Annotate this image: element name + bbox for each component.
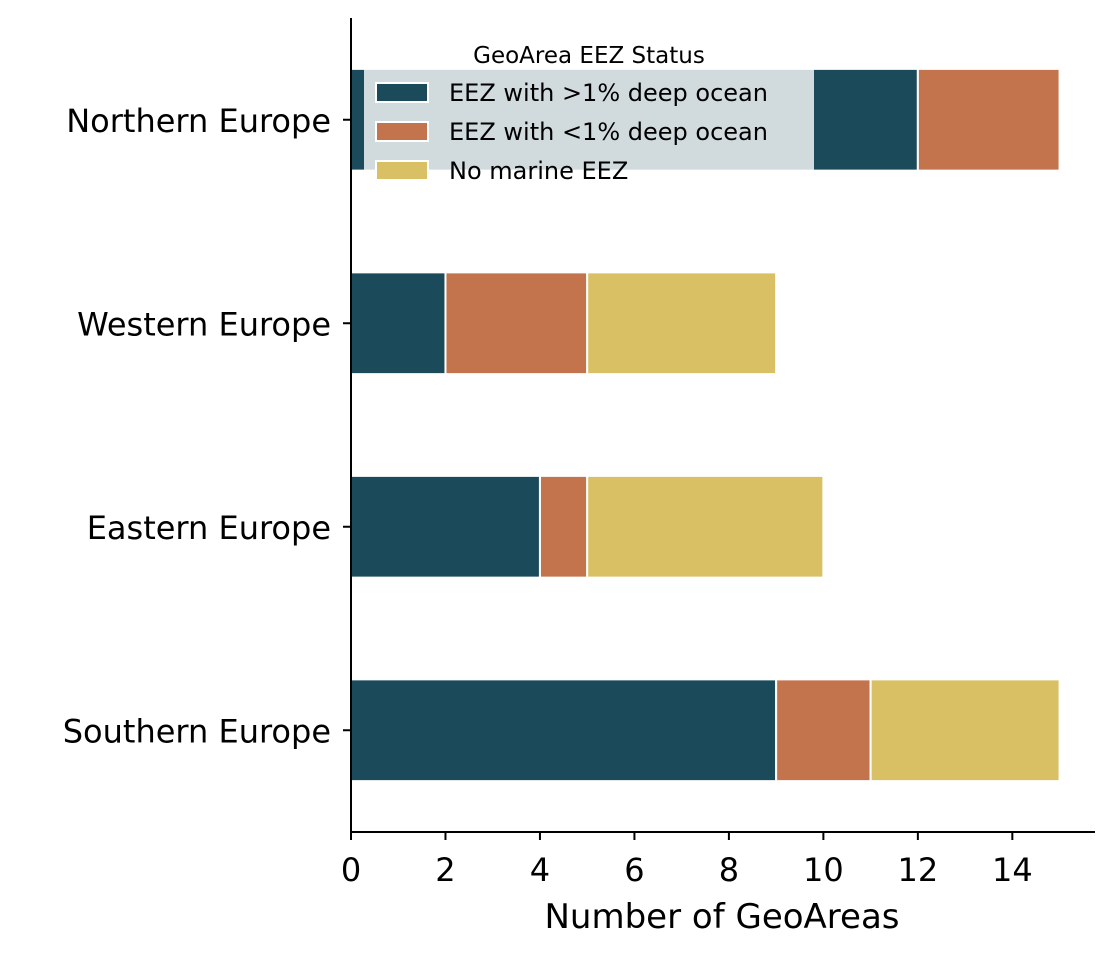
legend-label: No marine EEZ [449, 157, 628, 185]
x-axis-title: Number of GeoAreas [545, 897, 900, 937]
x-tick-label: 0 [341, 851, 361, 889]
bar-eastern-europe-series-2 [538, 474, 589, 579]
x-tick-label: 14 [992, 851, 1033, 889]
x-tick-label: 10 [803, 851, 844, 889]
bar-southern-europe-series-1 [350, 678, 778, 783]
legend: GeoArea EEZ Status EEZ with >1% deep oce… [364, 38, 814, 188]
legend-swatch [375, 160, 429, 181]
x-axis-ticks: 0 2 4 6 8 10 12 14 [341, 832, 1033, 889]
bar-western-europe-series-1 [350, 271, 447, 376]
y-axis-ticks: Northern Europe Western Europe Eastern Eur… [63, 102, 351, 750]
legend-label: EEZ with <1% deep ocean [449, 118, 768, 146]
bar-eastern-europe-series-1 [350, 474, 541, 579]
legend-box [364, 38, 814, 188]
y-tick-label: Northern Europe [66, 102, 331, 140]
y-tick-label: Southern Europe [63, 712, 331, 750]
legend-swatch [375, 121, 429, 142]
legend-swatch [375, 82, 429, 103]
bars-layer [350, 67, 1061, 783]
x-tick-label: 4 [530, 851, 550, 889]
bar-western-europe-series-2 [444, 271, 589, 376]
legend-label: EEZ with >1% deep ocean [449, 79, 768, 107]
bar-southern-europe-series-2 [775, 678, 872, 783]
x-tick-label: 8 [719, 851, 739, 889]
bar-southern-europe-series-3 [869, 678, 1061, 783]
x-tick-label: 6 [624, 851, 644, 889]
y-tick-label: Eastern Europe [87, 509, 331, 547]
y-tick-label: Western Europe [77, 305, 331, 343]
legend-title: GeoArea EEZ Status [473, 43, 705, 69]
bar-eastern-europe-series-3 [586, 474, 825, 579]
x-tick-label: 2 [435, 851, 455, 889]
axes-layer [350, 18, 1095, 833]
x-tick-label: 12 [897, 851, 938, 889]
legend-items: EEZ with >1% deep ocean EEZ with <1% deep… [375, 79, 768, 185]
bar-western-europe-series-3 [586, 271, 778, 376]
bar-northern-europe-series-2 [916, 67, 1061, 172]
